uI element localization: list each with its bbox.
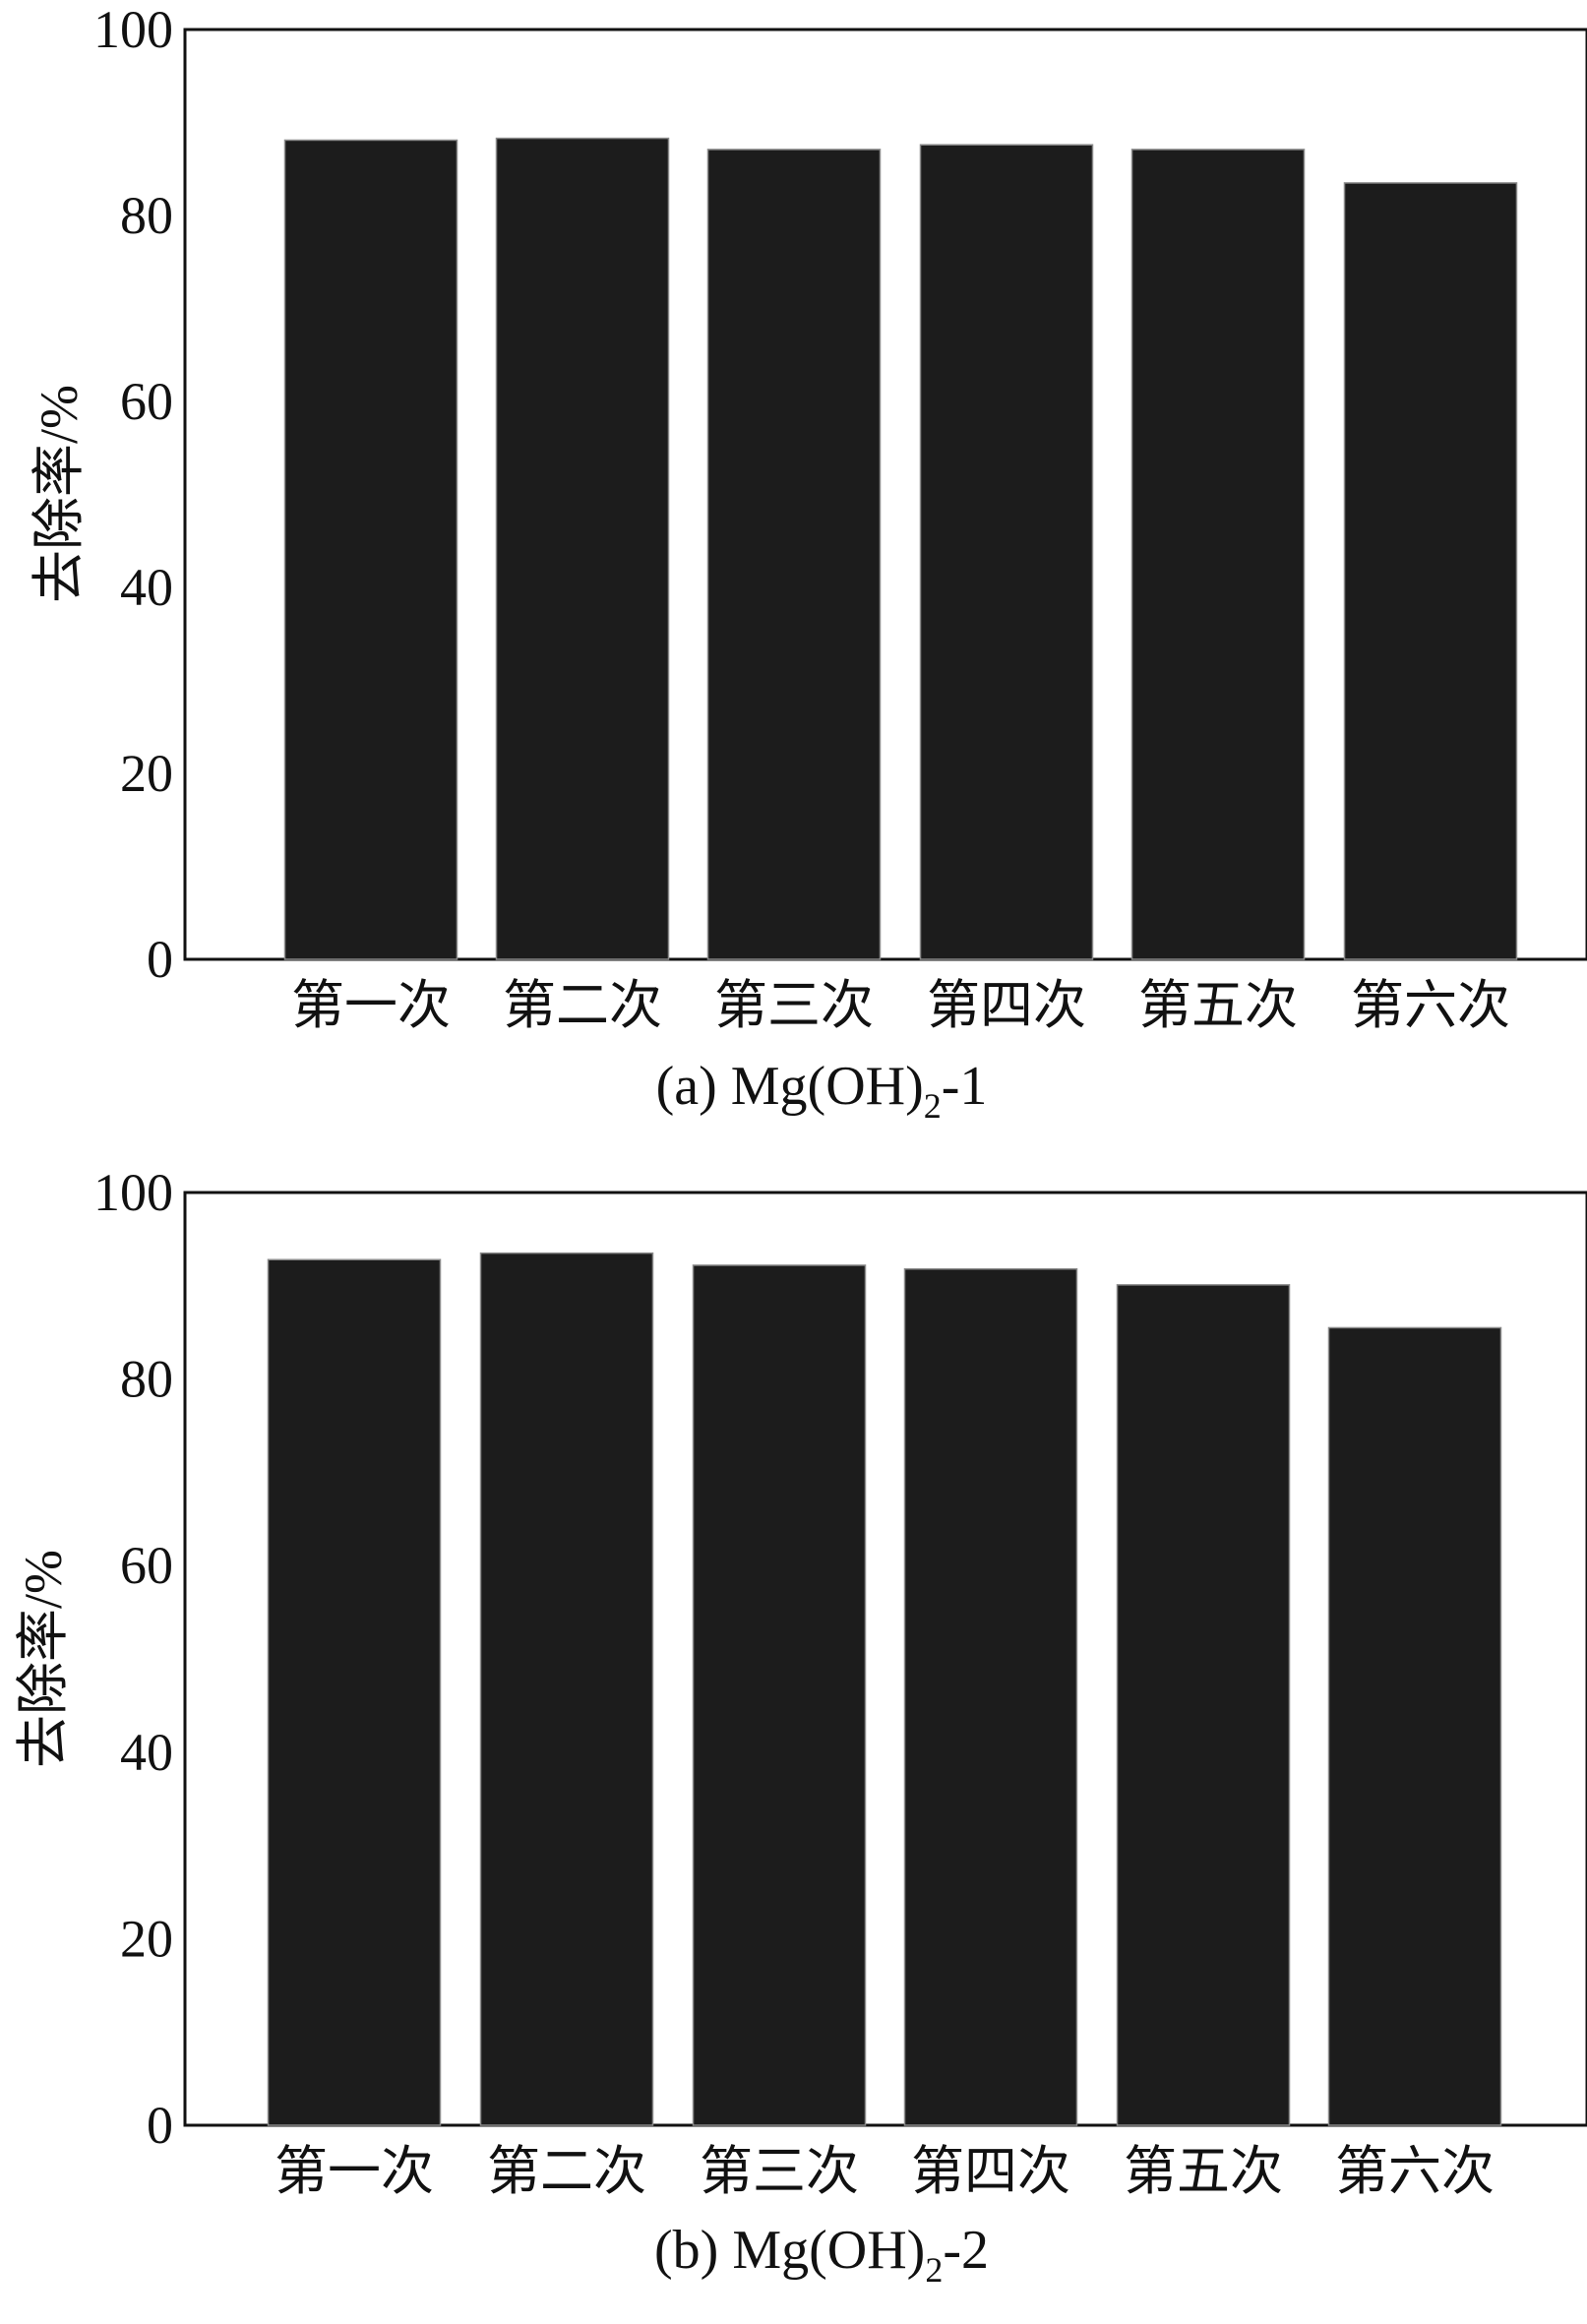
y-tick-label: 20 [120,744,173,803]
y-tick-label: 0 [147,2096,173,2155]
plot-frame [183,1191,1587,2127]
x-category-label: 第六次 [1335,2142,1495,2201]
y-tick-label: 80 [120,186,173,245]
y-tick-group: 0 20 40 60 80 100 [93,1163,173,2155]
y-tick-label: 100 [93,0,173,59]
x-category-label: 第三次 [700,2142,859,2201]
x-category-label: 第四次 [927,976,1086,1035]
bar-4 [919,144,1094,960]
bar-group [267,1252,1502,2126]
bar-4 [903,1267,1078,2126]
y-axis-label: 去除率/% [14,1550,73,1768]
bar-5 [1130,149,1306,960]
y-tick-label: 0 [147,930,173,989]
y-axis-label: 去除率/% [30,385,89,603]
caption-prefix: (a) Mg(OH) [656,1056,924,1117]
x-category-label: 第二次 [503,976,662,1035]
y-tick-group: 0 20 40 60 80 100 [93,0,173,989]
caption-subscript: 2 [924,1086,942,1126]
bar-2 [479,1252,654,2126]
plot-frame [183,28,1587,961]
bar-6 [1343,182,1518,960]
panel-caption: (b) Mg(OH)2-2 [654,2220,989,2290]
bar-6 [1327,1326,1502,2126]
y-tick-label: 60 [120,1536,173,1595]
caption-subscript: 2 [925,2250,943,2290]
bar-1 [267,1258,442,2126]
x-category-group: 第一次 第二次 第三次 第四次 第五次 第六次 [291,976,1510,1035]
y-tick-label: 60 [120,372,173,431]
y-tick-label: 40 [120,1723,173,1782]
chart-panel-a: 0 20 40 60 80 100 第一次 第二次 第三次 第四次 第五次 第六次 去除率/% (a… [30,0,1587,1126]
bar-1 [283,139,458,960]
y-tick-label: 20 [120,1909,173,1968]
y-tick-label: 40 [120,558,173,617]
x-category-label: 第六次 [1351,976,1510,1035]
bar-3 [706,149,882,960]
caption-suffix: -1 [942,1056,988,1117]
x-category-label: 第二次 [487,2142,646,2201]
x-category-label: 第五次 [1124,2142,1283,2201]
x-category-label: 第三次 [714,976,874,1035]
y-tick-label: 100 [93,1163,173,1222]
bar-group [283,137,1518,960]
x-category-label: 第五次 [1138,976,1298,1035]
chart-panel-b: 0 20 40 60 80 100 第一次 第二次 第三次 第四次 第五次 第六次 去除率/% (b… [14,1163,1587,2290]
caption-prefix: (b) Mg(OH) [654,2220,925,2281]
bar-3 [692,1264,867,2126]
x-category-label: 第一次 [291,976,451,1035]
x-category-label: 第一次 [275,2142,434,2201]
bar-5 [1116,1284,1291,2126]
panel-caption: (a) Mg(OH)2-1 [656,1056,988,1126]
bar-2 [495,137,670,960]
y-tick-label: 80 [120,1350,173,1409]
caption-suffix: -2 [943,2220,989,2281]
x-category-group: 第一次 第二次 第三次 第四次 第五次 第六次 [275,2142,1495,2201]
x-category-label: 第四次 [911,2142,1070,2201]
